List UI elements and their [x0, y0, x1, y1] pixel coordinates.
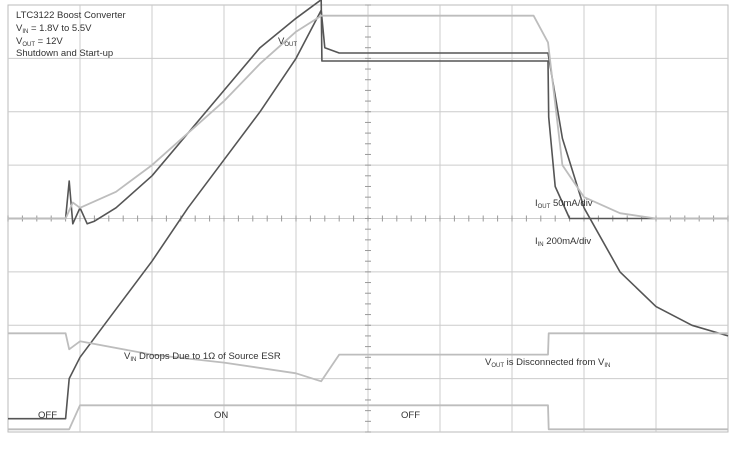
header-line-1: LTC3122 Boost Converter [16, 10, 126, 21]
trace-iout [8, 14, 728, 220]
header-vout-value: VOUT = 12V [16, 36, 63, 48]
iout-scale-label: IOUT 50mA/div [535, 198, 593, 210]
state-label-off-2: OFF [401, 410, 420, 421]
trace-vin [8, 332, 728, 383]
iin-scale-label: IIN 200mA/div [535, 236, 591, 248]
trace-shdn [8, 404, 728, 431]
header-line-4: Shutdown and Start-up [16, 48, 113, 59]
trace-iin [8, 9, 729, 420]
grid [7, 4, 729, 433]
vout-trace-label: VOUT [278, 36, 297, 48]
trace-vout [8, 0, 728, 225]
traces [8, 0, 729, 431]
vin-droop-annotation: VIN Droops Due to 1Ω of Source ESR [124, 351, 281, 363]
vout-disconnect-annotation: VOUT is Disconnected from VIN [485, 357, 610, 369]
state-label-off-1: OFF [38, 410, 57, 421]
header-vin-range: VIN = 1.8V to 5.5V [16, 23, 92, 35]
state-label-on: ON [214, 410, 228, 421]
